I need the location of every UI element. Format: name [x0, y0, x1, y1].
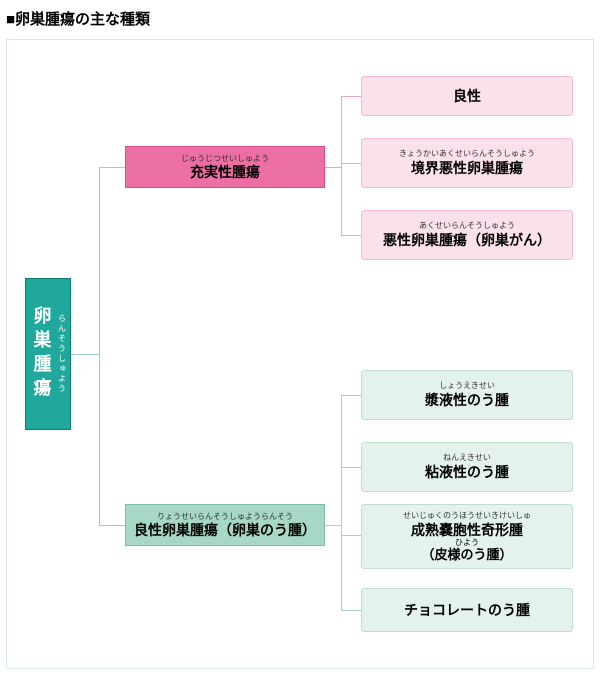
leaf-ruby: きょうかいあくせいらんそうしゅよう [399, 149, 535, 159]
leaf-ruby: あくせいらんそうしゅよう [419, 221, 515, 231]
leaf-label: 境界悪性卵巣腫瘍 [411, 159, 523, 177]
leaf-label: 悪性卵巣腫瘍（卵巣がん） [383, 231, 551, 249]
leaf-sub: （皮様のう腫） [421, 547, 512, 563]
leaf-node: せいじゅくのうほうせいきけいしゅ成熟嚢胞性奇形腫ひよう（皮様のう腫） [361, 504, 573, 569]
cat-ruby: りょうせいらんそうしゅようらんそう [157, 513, 293, 521]
leaf-label: 成熟嚢胞性奇形腫 [411, 521, 523, 539]
page-title: ■卵巣腫瘍の主な種類 [0, 0, 600, 39]
leaf-sub-ruby: ひよう [455, 539, 479, 547]
category-benign-cyst: りょうせいらんそうしゅようらんそう良性卵巣腫瘍（卵巣のう腫） [125, 504, 325, 546]
diagram-panel: 卵巣腫瘍らんそうしゅよう じゅうじつせいしゅよう充実性腫瘍 りょうせいらんそうし… [6, 39, 594, 669]
leaf-node: チョコレートのう腫 [361, 588, 573, 632]
root-ruby: らんそうしゅよう [57, 314, 68, 394]
cat-label: 良性卵巣腫瘍（卵巣のう腫） [134, 521, 316, 539]
leaf-label: 漿液性のう腫 [425, 391, 509, 409]
leaf-label: 粘液性のう腫 [425, 463, 509, 481]
root-label: 卵巣腫瘍 [29, 306, 55, 402]
leaf-node: あくせいらんそうしゅよう悪性卵巣腫瘍（卵巣がん） [361, 210, 573, 260]
leaf-node: しょうえきせい漿液性のう腫 [361, 370, 573, 420]
leaf-label: 良性 [453, 87, 481, 105]
leaf-ruby: しょうえきせい [439, 381, 495, 391]
root-node: 卵巣腫瘍らんそうしゅよう [25, 278, 71, 430]
leaf-node: きょうかいあくせいらんそうしゅよう境界悪性卵巣腫瘍 [361, 138, 573, 188]
leaf-label: チョコレートのう腫 [404, 601, 530, 619]
leaf-node: 良性 [361, 76, 573, 116]
cat-label: 充実性腫瘍 [190, 163, 260, 181]
leaf-ruby: せいじゅくのうほうせいきけいしゅ [403, 511, 531, 521]
leaf-node: ねんえきせい粘液性のう腫 [361, 442, 573, 492]
cat-ruby: じゅうじつせいしゅよう [181, 155, 269, 163]
leaf-ruby: ねんえきせい [443, 453, 491, 463]
category-solid-tumor: じゅうじつせいしゅよう充実性腫瘍 [125, 146, 325, 188]
